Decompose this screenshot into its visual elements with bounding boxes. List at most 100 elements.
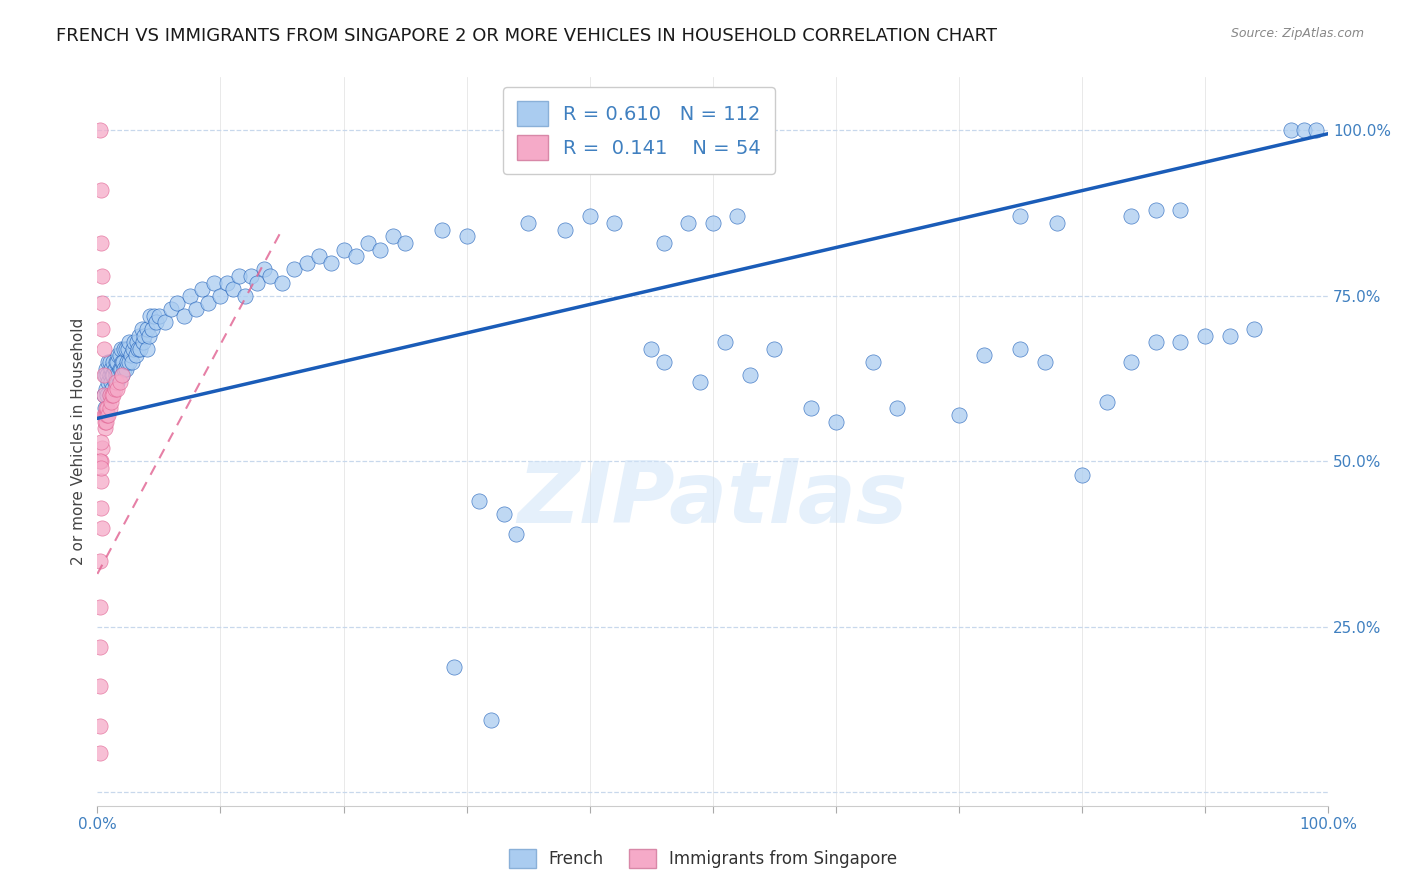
Point	[125, 335, 148, 350]
Point	[283, 262, 305, 277]
Text: FRENCH VS IMMIGRANTS FROM SINGAPORE 2 OR MORE VEHICLES IN HOUSEHOLD CORRELATION : FRENCH VS IMMIGRANTS FROM SINGAPORE 2 OR…	[56, 27, 997, 45]
Point	[112, 355, 135, 369]
Point	[132, 335, 155, 350]
Point	[94, 408, 117, 422]
Point	[105, 355, 128, 369]
Point	[714, 335, 737, 350]
Point	[689, 375, 711, 389]
Point	[228, 268, 250, 283]
Point	[101, 382, 124, 396]
Point	[98, 388, 121, 402]
Point	[89, 600, 111, 615]
Text: ZIPatlas: ZIPatlas	[517, 458, 908, 541]
Point	[862, 355, 884, 369]
Point	[104, 368, 127, 383]
Point	[357, 235, 380, 250]
Point	[1279, 123, 1302, 137]
Point	[135, 322, 157, 336]
Point	[209, 289, 232, 303]
Point	[96, 388, 118, 402]
Point	[332, 243, 354, 257]
Point	[492, 508, 515, 522]
Point	[111, 368, 134, 383]
Point	[122, 342, 145, 356]
Point	[233, 289, 256, 303]
Point	[197, 295, 219, 310]
Point	[603, 216, 626, 230]
Point	[90, 434, 112, 449]
Point	[90, 183, 112, 197]
Point	[252, 262, 274, 277]
Point	[105, 382, 128, 396]
Point	[98, 355, 121, 369]
Point	[1144, 335, 1167, 350]
Point	[98, 388, 121, 402]
Point	[93, 408, 115, 422]
Point	[93, 388, 115, 402]
Point	[93, 368, 115, 383]
Point	[90, 461, 112, 475]
Point	[89, 640, 111, 654]
Point	[108, 375, 131, 389]
Point	[153, 315, 176, 329]
Point	[344, 249, 367, 263]
Point	[103, 375, 125, 389]
Point	[1292, 123, 1315, 137]
Point	[93, 421, 115, 435]
Point	[430, 223, 453, 237]
Point	[246, 276, 269, 290]
Point	[89, 719, 111, 733]
Point	[107, 349, 129, 363]
Legend: R = 0.610   N = 112, R =  0.141    N = 54: R = 0.610 N = 112, R = 0.141 N = 54	[503, 87, 775, 174]
Point	[108, 349, 131, 363]
Point	[97, 408, 120, 422]
Point	[94, 361, 117, 376]
Point	[1194, 328, 1216, 343]
Point	[96, 408, 118, 422]
Point	[94, 382, 117, 396]
Point	[202, 276, 225, 290]
Point	[1219, 328, 1241, 343]
Point	[121, 355, 143, 369]
Legend: French, Immigrants from Singapore: French, Immigrants from Singapore	[502, 843, 904, 875]
Point	[90, 235, 112, 250]
Point	[124, 335, 146, 350]
Point	[129, 342, 152, 356]
Point	[127, 342, 149, 356]
Point	[118, 335, 141, 350]
Point	[96, 401, 118, 416]
Point	[676, 216, 699, 230]
Point	[110, 361, 132, 376]
Point	[103, 355, 125, 369]
Point	[1046, 216, 1069, 230]
Point	[91, 268, 114, 283]
Point	[394, 235, 416, 250]
Point	[118, 355, 141, 369]
Point	[91, 441, 114, 455]
Point	[98, 401, 121, 416]
Point	[112, 361, 135, 376]
Point	[101, 368, 124, 383]
Point	[93, 415, 115, 429]
Point	[443, 659, 465, 673]
Point	[104, 375, 127, 389]
Point	[124, 349, 146, 363]
Point	[160, 302, 183, 317]
Point	[90, 454, 112, 468]
Point	[578, 210, 600, 224]
Point	[800, 401, 823, 416]
Point	[763, 342, 786, 356]
Point	[120, 349, 142, 363]
Point	[100, 361, 122, 376]
Point	[100, 394, 122, 409]
Point	[271, 276, 294, 290]
Point	[1305, 123, 1327, 137]
Point	[1095, 394, 1118, 409]
Point	[91, 520, 114, 534]
Point	[824, 415, 846, 429]
Y-axis label: 2 or more Vehicles in Household: 2 or more Vehicles in Household	[72, 318, 86, 566]
Point	[97, 355, 120, 369]
Point	[321, 256, 343, 270]
Point	[138, 328, 160, 343]
Point	[1144, 202, 1167, 217]
